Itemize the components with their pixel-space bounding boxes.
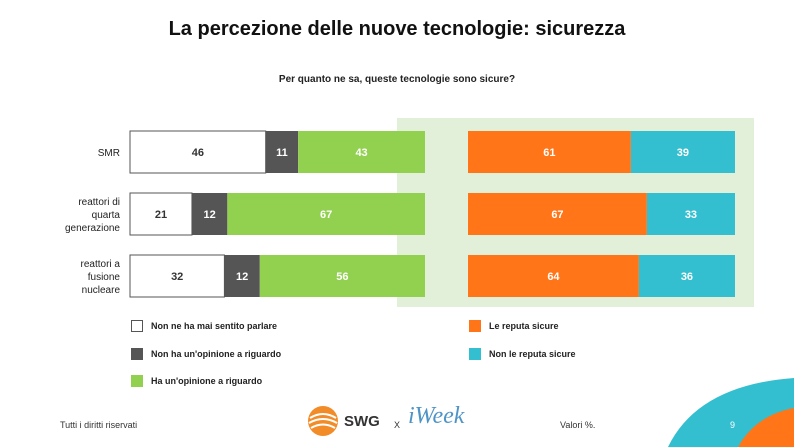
bar-segment xyxy=(298,131,425,173)
category-label: SMR xyxy=(98,148,120,159)
category-label: reattori di xyxy=(78,197,120,208)
data-label: 46 xyxy=(192,147,204,159)
bar-segment xyxy=(129,254,225,298)
data-label: 33 xyxy=(685,209,697,221)
swg-globe-icon xyxy=(308,406,338,436)
data-label: 11 xyxy=(276,147,288,159)
legend-label-mai-sentito: Non ne ha mai sentito parlare xyxy=(151,321,278,331)
data-label: 21 xyxy=(155,209,167,221)
data-label: 36 xyxy=(681,271,693,283)
data-label: 67 xyxy=(320,209,332,221)
data-label: 64 xyxy=(547,271,560,283)
legend-swatch-sicure xyxy=(469,320,481,332)
values-note: Valori %. xyxy=(560,420,596,430)
chart-subtitle: Per quanto ne sa, queste tecnologie sono… xyxy=(278,74,516,85)
bar-segment xyxy=(265,131,299,173)
legend-label-non-opinione: Non ha un'opinione a riguardo xyxy=(151,349,282,359)
swg-logo-text: SWG xyxy=(344,412,380,430)
iweek-logo: iWeek xyxy=(408,403,465,429)
legend-item-sicure: Le reputa sicure xyxy=(469,320,559,332)
legend-swatch-opinione xyxy=(131,375,143,387)
legend-swatch-non-opinione xyxy=(131,348,143,360)
legend-item-mai-sentito: Non ne ha mai sentito parlare xyxy=(131,320,277,332)
logo-separator: X xyxy=(394,420,401,430)
legend-label-non-sicure: Non le reputa sicure xyxy=(489,349,576,359)
bars-layer xyxy=(129,130,735,298)
bar-segment xyxy=(224,255,260,297)
bar-segment xyxy=(227,193,425,235)
data-label: 61 xyxy=(543,147,555,159)
legend-item-opinione: Ha un'opinione a riguardo xyxy=(131,375,262,387)
labels-layer: SMR 46 11 43 61 39 reattori di quarta generazion… xyxy=(65,147,697,296)
data-label: 32 xyxy=(171,271,183,283)
legend-swatch-mai-sentito xyxy=(131,320,143,332)
bar-segment xyxy=(630,131,735,173)
bar-segment xyxy=(646,193,735,235)
data-label: 12 xyxy=(236,271,248,283)
data-label: 39 xyxy=(677,147,689,159)
bar-segment xyxy=(129,192,193,236)
category-label: generazione xyxy=(65,223,120,234)
page-title: La percezione delle nuove tecnologie: si… xyxy=(168,18,626,40)
rights-text: Tutti i diritti riservati xyxy=(60,420,138,430)
legend-item-non-opinione: Non ha un'opinione a riguardo xyxy=(131,348,281,360)
bar-segment xyxy=(468,131,631,173)
category-label: nucleare xyxy=(82,285,121,296)
data-label: 56 xyxy=(336,271,348,283)
bar-segment xyxy=(191,193,228,235)
legend-label-opinione: Ha un'opinione a riguardo xyxy=(151,376,263,386)
bar-segment xyxy=(468,255,639,297)
category-label: reattori a xyxy=(81,259,121,270)
bar-segment xyxy=(638,255,735,297)
legend-label-sicure: Le reputa sicure xyxy=(489,321,559,331)
legend-item-non-sicure: Non le reputa sicure xyxy=(469,348,576,360)
data-label: 43 xyxy=(355,147,367,159)
legend-swatch-non-sicure xyxy=(469,348,481,360)
data-label: 12 xyxy=(204,209,216,221)
bar-segment xyxy=(468,193,647,235)
decor-layer xyxy=(668,378,794,447)
corner-swoosh-orange xyxy=(738,408,794,447)
page-number: 9 xyxy=(730,420,736,430)
bar-segment xyxy=(259,255,425,297)
category-label: quarta xyxy=(92,210,121,221)
swg-logo: SWG xyxy=(306,404,380,438)
data-label: 67 xyxy=(551,209,563,221)
category-label: fusione xyxy=(88,272,121,283)
